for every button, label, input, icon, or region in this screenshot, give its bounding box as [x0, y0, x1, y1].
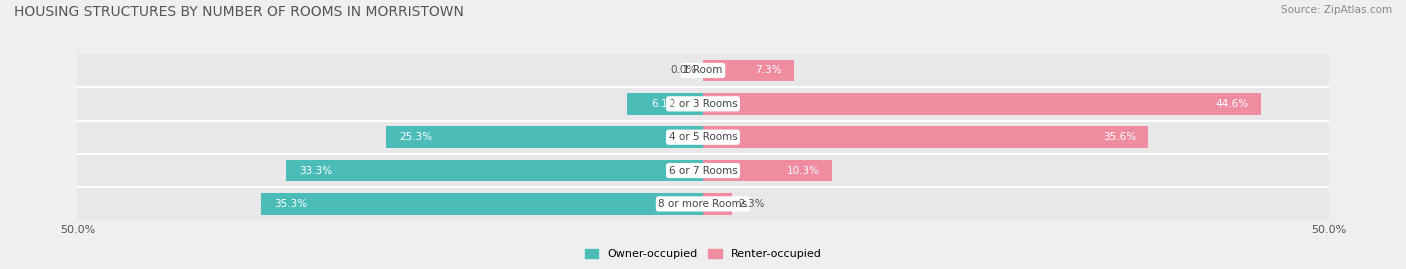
- Bar: [703, 60, 794, 81]
- Text: Source: ZipAtlas.com: Source: ZipAtlas.com: [1281, 5, 1392, 15]
- Text: 35.6%: 35.6%: [1102, 132, 1136, 142]
- Text: 33.3%: 33.3%: [299, 165, 332, 176]
- Text: 6 or 7 Rooms: 6 or 7 Rooms: [669, 165, 737, 176]
- Bar: [77, 87, 1329, 121]
- Bar: [387, 126, 703, 148]
- Bar: [287, 160, 703, 181]
- Text: 2.3%: 2.3%: [738, 199, 765, 209]
- Bar: [703, 160, 832, 181]
- Text: 25.3%: 25.3%: [399, 132, 432, 142]
- Bar: [703, 93, 1261, 115]
- Text: 7.3%: 7.3%: [755, 65, 782, 76]
- Text: 6.1%: 6.1%: [651, 99, 678, 109]
- Bar: [703, 193, 731, 215]
- Text: 4 or 5 Rooms: 4 or 5 Rooms: [669, 132, 737, 142]
- Bar: [627, 93, 703, 115]
- Bar: [703, 126, 1149, 148]
- Text: 35.3%: 35.3%: [274, 199, 307, 209]
- Bar: [77, 187, 1329, 221]
- Bar: [77, 121, 1329, 154]
- Bar: [77, 54, 1329, 87]
- Text: 0.0%: 0.0%: [671, 65, 697, 76]
- Text: HOUSING STRUCTURES BY NUMBER OF ROOMS IN MORRISTOWN: HOUSING STRUCTURES BY NUMBER OF ROOMS IN…: [14, 5, 464, 19]
- Text: 2 or 3 Rooms: 2 or 3 Rooms: [669, 99, 737, 109]
- Bar: [262, 193, 703, 215]
- Text: 10.3%: 10.3%: [786, 165, 820, 176]
- Text: 8 or more Rooms: 8 or more Rooms: [658, 199, 748, 209]
- Text: 44.6%: 44.6%: [1215, 99, 1249, 109]
- Bar: [77, 154, 1329, 187]
- Text: 1 Room: 1 Room: [683, 65, 723, 76]
- Legend: Owner-occupied, Renter-occupied: Owner-occupied, Renter-occupied: [581, 244, 825, 263]
